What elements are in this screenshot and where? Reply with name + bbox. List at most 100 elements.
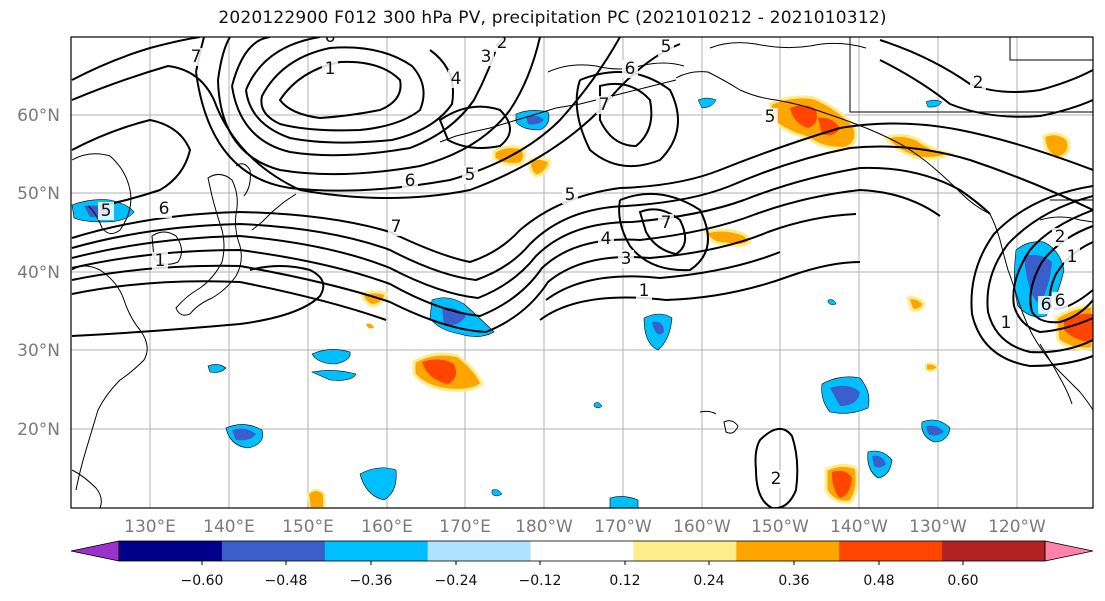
contour-label: 5 <box>465 165 476 185</box>
contour-label-bg <box>658 214 674 232</box>
precip-blob <box>906 296 926 312</box>
colorbar-tick-label: −0.24 <box>435 573 478 589</box>
colorbar-tick-label: −0.48 <box>265 573 308 589</box>
contour-label: 2 <box>973 73 984 93</box>
contour-label-bg <box>636 282 652 300</box>
contour-label: 1 <box>325 59 336 79</box>
precip-blob <box>609 496 639 508</box>
precip-blob <box>818 117 840 136</box>
precip-blob <box>827 299 837 305</box>
contour-label-bg <box>152 252 168 270</box>
contour-labels: 62134567655276174315572612126 <box>98 27 1080 489</box>
longitude-labels: 130°E 140°E 150°E 160°E 170°E 180°W 170°W 160°W… <box>124 517 1046 537</box>
contour-label-bg <box>598 230 614 248</box>
latitude-labels: 60°N 50°N 40°N 30°N 20°N <box>17 106 60 440</box>
precip-blob <box>311 349 351 365</box>
contour-label: 3 <box>621 249 632 269</box>
precip-blob <box>232 428 256 441</box>
colorbar-tick-label: 0.12 <box>609 573 640 589</box>
contour-label-bg <box>970 74 986 92</box>
contour-label: 6 <box>325 27 336 47</box>
contour-label-bg <box>156 200 172 218</box>
latitude-label: 60°N <box>17 106 60 126</box>
contour-label-bg <box>1052 228 1068 246</box>
longitude-label: 150°E <box>282 517 334 537</box>
contour-label-bg <box>388 218 404 236</box>
precip-blob <box>926 425 944 436</box>
colorbar-extend-high <box>1044 540 1094 562</box>
precip-blob <box>652 321 664 335</box>
contour-label: 1 <box>1001 313 1012 333</box>
contour-label: 4 <box>601 229 612 249</box>
contour-label-bg <box>402 172 418 190</box>
longitude-label: 170°E <box>439 517 491 537</box>
precip-blob <box>359 467 397 501</box>
contour-label: 1 <box>639 281 650 301</box>
contour-label: 5 <box>565 185 576 205</box>
precip-blob <box>528 156 552 178</box>
precip-blob <box>872 455 886 468</box>
precip-blob <box>593 402 603 409</box>
colorbar-segment <box>119 541 223 561</box>
precip-blob <box>832 470 852 498</box>
longitude-label: 150°W <box>751 517 809 537</box>
contour-label: 2 <box>771 469 782 489</box>
precip-blob <box>925 99 943 108</box>
colorbar-segment <box>839 541 943 561</box>
colorbar-segment <box>942 541 1046 561</box>
precip-blob <box>310 370 357 381</box>
precip-blob <box>697 97 717 109</box>
colorbar-segment <box>324 541 429 561</box>
longitude-label: 170°W <box>594 517 652 537</box>
contour-label-bg <box>562 186 578 204</box>
contour-label: 3 <box>481 47 492 67</box>
contour-label: 2 <box>1055 227 1066 247</box>
colorbar-tick-label: −0.60 <box>181 573 224 589</box>
contour-label-bg <box>188 48 204 66</box>
colorbar-tick-label: 0.24 <box>693 573 724 589</box>
colorbar-segment <box>221 541 326 561</box>
contour-label: 7 <box>191 47 202 67</box>
latitude-label: 40°N <box>17 263 60 283</box>
contour-label: 2 <box>497 33 508 53</box>
contour-label-bg <box>462 166 478 184</box>
colorbar-tick-label: 0.60 <box>947 573 978 589</box>
precip-blob <box>366 323 374 329</box>
precip-blob <box>925 362 940 372</box>
colorbar-outline <box>118 540 1046 562</box>
contour-label: 5 <box>765 107 776 127</box>
contour-label-bg <box>1052 292 1068 310</box>
contour-label: 5 <box>101 201 112 221</box>
precipitation-shading <box>71 95 1093 508</box>
contour-label-bg <box>762 108 778 126</box>
contour-label: 6 <box>405 171 416 191</box>
contour-label-bg <box>768 470 784 488</box>
colorbar: −0.60 −0.48 −0.36 −0.24 −0.12 0.12 0.24 0.36 0.4… <box>70 540 1094 589</box>
colorbar-segment <box>633 541 737 561</box>
contour-label: 1 <box>155 251 166 271</box>
colorbar-segment <box>427 541 532 561</box>
contour-label: 7 <box>391 217 402 237</box>
precip-blob <box>422 359 456 384</box>
colorbar-tick-label: 0.36 <box>778 573 809 589</box>
latitude-label: 20°N <box>17 420 60 440</box>
latitude-label: 30°N <box>17 341 60 361</box>
longitude-label: 120°W <box>988 517 1046 537</box>
contour-label: 7 <box>599 95 610 115</box>
contour-label: 6 <box>1055 291 1066 311</box>
contour-label-bg <box>596 96 612 114</box>
longitude-label: 130°W <box>909 517 967 537</box>
contour-label: 7 <box>661 213 672 233</box>
longitude-label: 130°E <box>124 517 176 537</box>
precip-blob <box>790 105 817 128</box>
longitude-label: 160°W <box>673 517 731 537</box>
contour-label-bg <box>98 202 114 220</box>
contour-label-bg <box>448 70 464 88</box>
colorbar-segment <box>530 541 634 561</box>
contour-label-bg <box>494 37 510 52</box>
contour-label-bg <box>998 314 1014 332</box>
precip-blob <box>526 115 544 125</box>
colorbar-segment <box>736 541 840 561</box>
pv-contours <box>71 37 1093 508</box>
